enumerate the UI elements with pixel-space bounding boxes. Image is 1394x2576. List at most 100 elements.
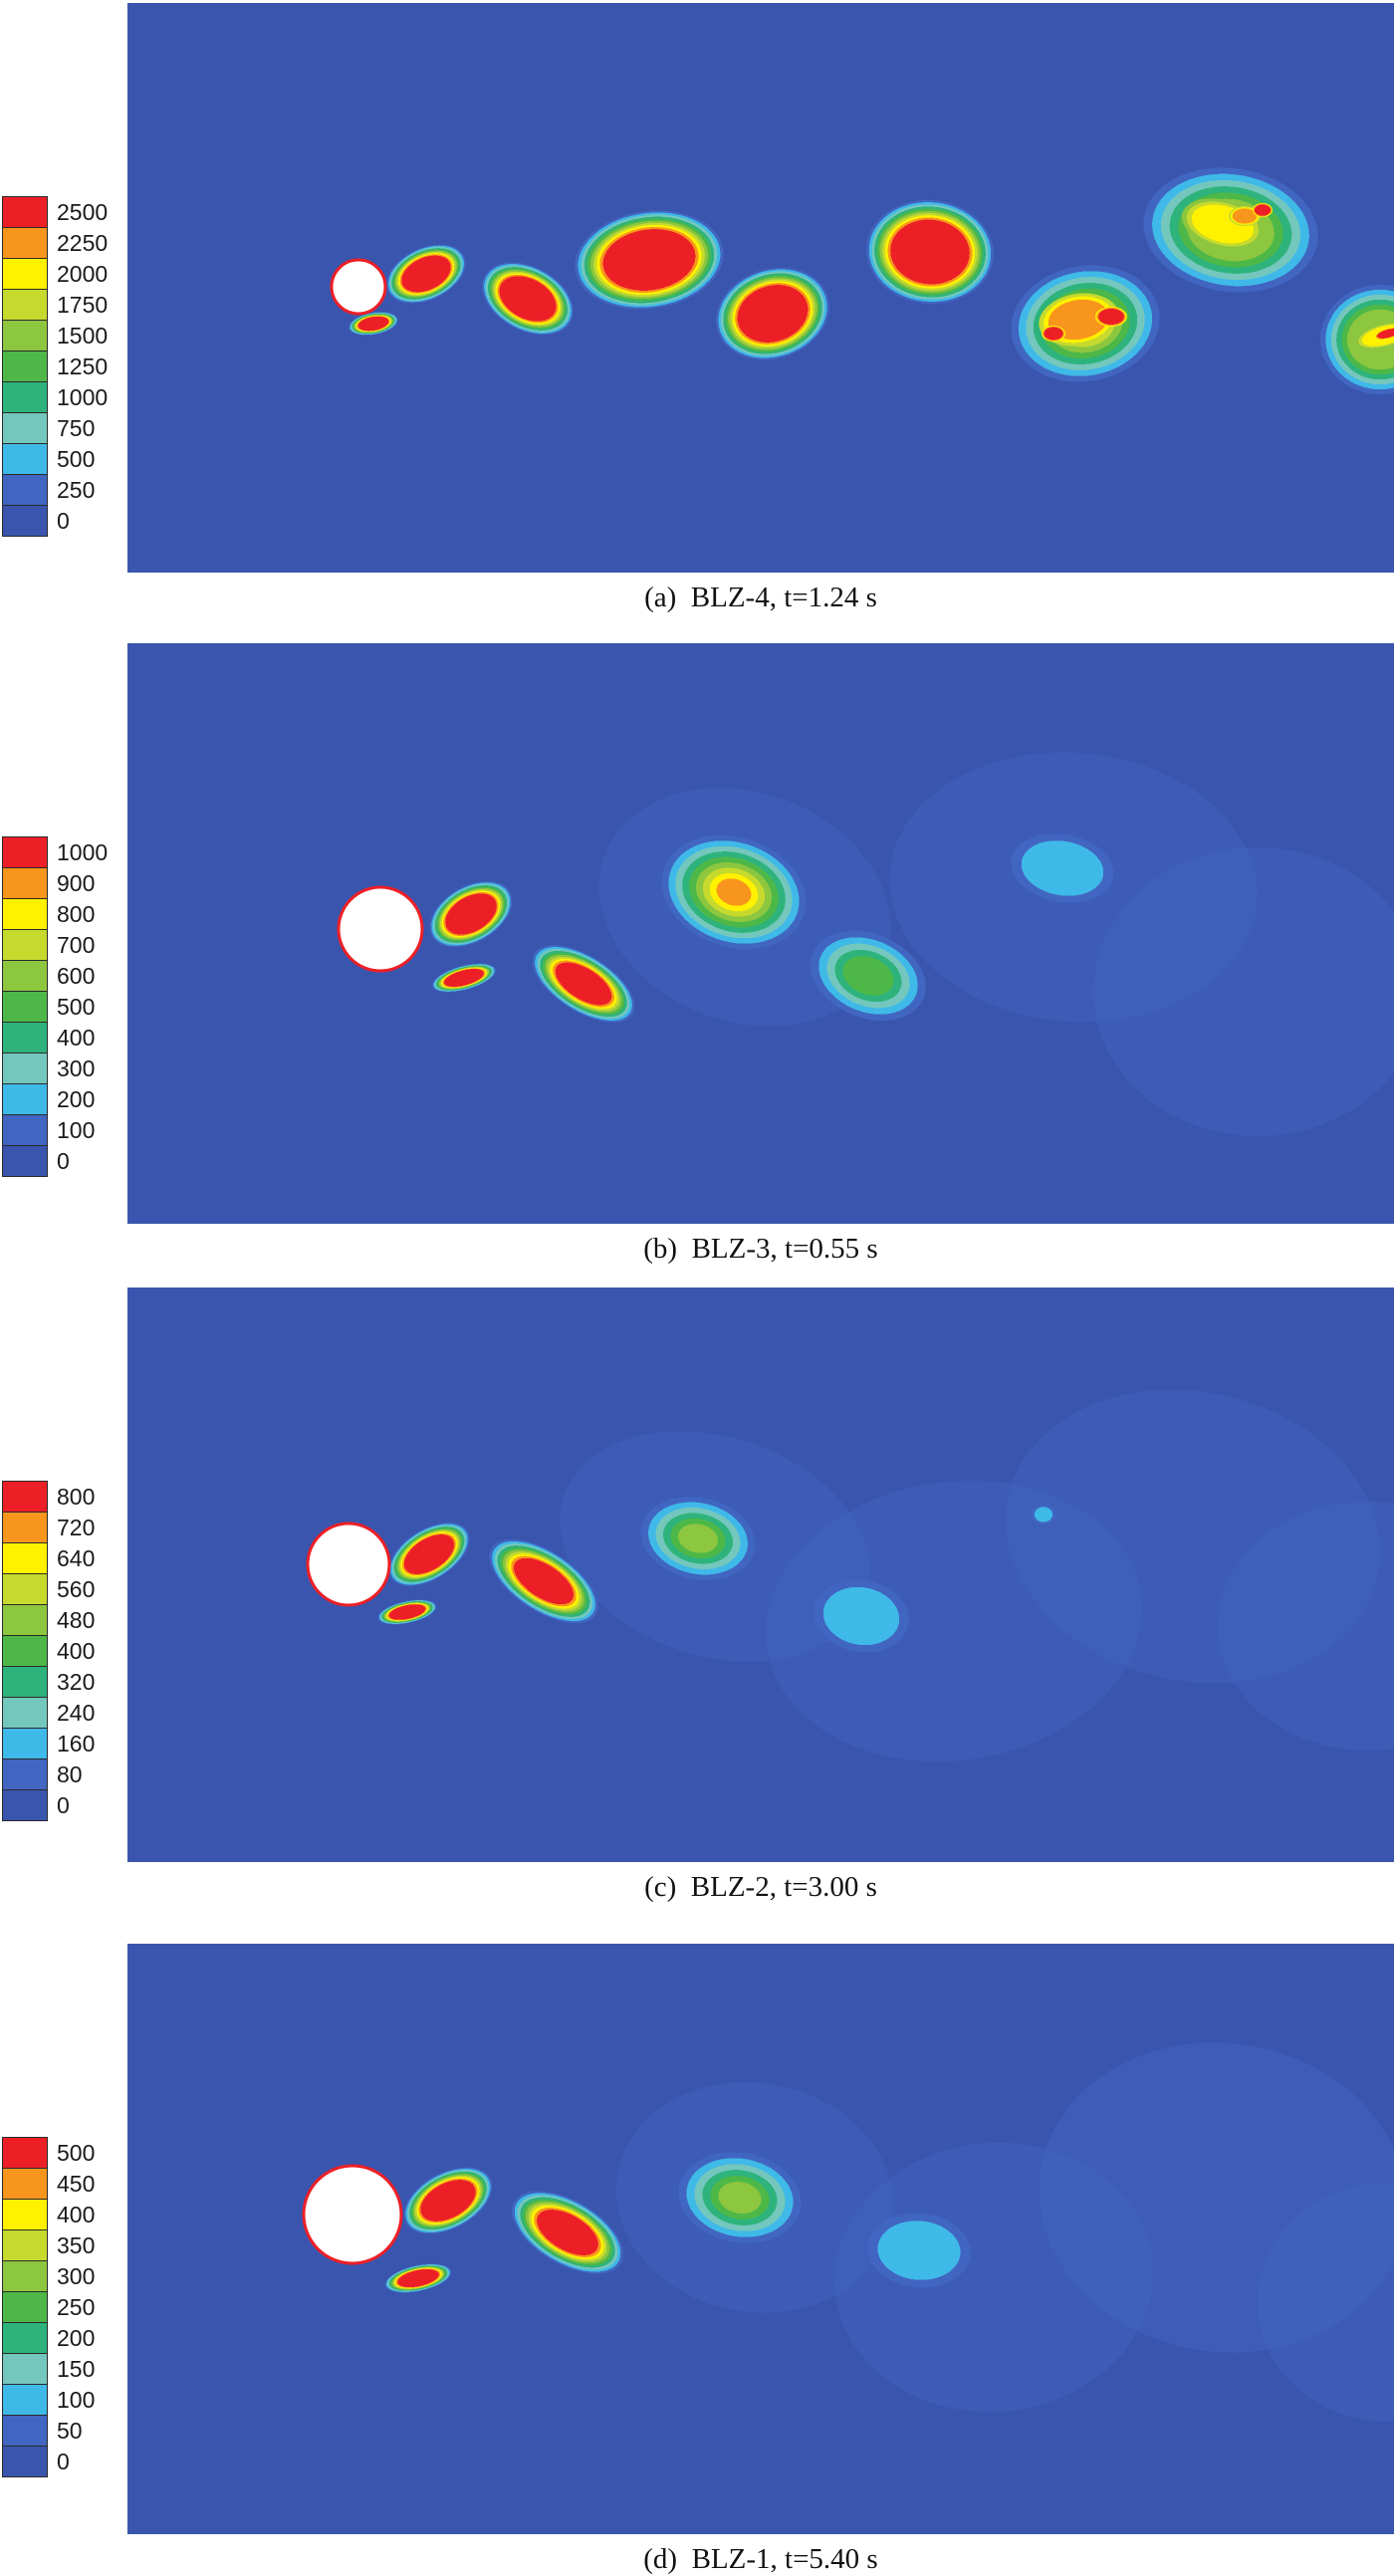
vortex-blob [403,2167,493,2234]
vortex-blob [765,1480,1143,1762]
colorbar-swatch [2,2291,48,2323]
vortex-blob [489,1538,598,1624]
contour-plot-b [127,643,1394,1224]
colorbar-label: 750 [57,414,96,441]
colorbar-swatch [2,1542,48,1574]
colorbar-swatch [2,867,48,899]
vortex-blob [1005,1389,1381,1684]
colorbar-label: 400 [57,2201,96,2227]
colorbar-swatch [2,412,48,444]
colorbar-swatch [2,2384,48,2416]
colorbar-label: 0 [57,507,70,534]
vortex-blob [640,1497,756,1580]
colorbar-row: 200 [2,1083,108,1115]
contour-plot-a [127,3,1394,573]
colorbar-label: 700 [57,931,96,958]
vortex-blob [1374,327,1394,341]
colorbar-swatch [2,1789,48,1821]
vortex-blob [1039,2042,1394,2353]
colorbar-label: 100 [57,2386,96,2413]
colorbar-label: 0 [57,2448,70,2474]
colorbar-swatch [2,836,48,868]
caption-b: (b) BLZ-3, t=0.55 s [643,1233,878,1265]
colorbar-label: 400 [57,1637,96,1664]
colorbar-row: 900 [2,867,108,899]
colorbar-a: 2500 2250 2000 1750 1500 1250 1000 750 500 250 0 [2,196,109,537]
colorbar-row: 500 [2,991,108,1023]
colorbar-swatch [2,1053,48,1084]
colorbar-label: 300 [57,1054,96,1081]
vortex-blob [1032,1505,1055,1524]
colorbar-row: 800 [2,1481,95,1513]
colorbar-label: 160 [57,1730,96,1756]
colorbar-swatch [2,1512,48,1543]
cylinder [330,258,387,316]
colorbar-row: 480 [2,1604,95,1636]
colorbar-row: 1250 [2,351,108,382]
cylinder [302,2164,403,2265]
colorbar-label: 800 [57,1483,96,1510]
colorbar-swatch [2,1145,48,1177]
vortex-blob [813,1579,909,1653]
colorbar-row: 450 [2,2168,95,2200]
vortex-blob [866,199,994,305]
colorbar-swatch [2,1635,48,1667]
cylinder [337,885,424,973]
colorbar-row: 700 [2,929,108,961]
colorbar-swatch [2,2229,48,2261]
colorbar-label: 1500 [57,322,109,349]
colorbar-b: 1000 900 800 700 600 500 400 300 200 100 0 [2,836,108,1177]
colorbar-row: 400 [2,1022,108,1054]
contour-svg-c [127,1288,1394,1862]
colorbar-row: 200 [2,2322,95,2354]
colorbar-label: 2500 [57,198,109,225]
colorbar-row: 300 [2,2260,95,2292]
colorbar-label: 240 [57,1699,96,1726]
vortex-blob [716,267,829,360]
vortex-blob [1042,326,1065,342]
contour-svg-b [127,643,1394,1224]
colorbar-label: 50 [57,2417,83,2444]
colorbar-swatch [2,443,48,475]
panel-a: 2500 2250 2000 1750 1500 1250 1000 750 500 250 0 (… [0,3,1394,613]
colorbar-c: 800 720 640 560 480 400 320 240 160 80 0 [2,1481,96,1821]
contour-svg-d [127,1944,1394,2534]
colorbar-row: 100 [2,1114,108,1146]
vortex-blob [429,880,513,948]
colorbar-row: 300 [2,1053,108,1084]
colorbar-label: 0 [57,1147,70,1174]
caption-c: (c) BLZ-2, t=3.00 s [644,1871,877,1903]
contour-plot-c [127,1288,1394,1862]
vortex-blob [511,2191,624,2274]
colorbar-label: 500 [57,2139,96,2166]
colorbar-swatch [2,2199,48,2230]
cylinder [306,1522,391,1607]
panel-b: 1000 900 800 700 600 500 400 300 200 100 0 (b) BLZ… [0,643,1394,1265]
vortex-blob [532,945,635,1023]
colorbar-label: 800 [57,900,96,927]
colorbar-swatch [2,1573,48,1605]
caption-d: (d) BLZ-1, t=5.40 s [643,2543,878,2575]
colorbar-label: 450 [57,2170,96,2197]
colorbar-swatch [2,258,48,290]
colorbar-label: 640 [57,1544,96,1571]
colorbar-row: 500 [2,2137,95,2169]
colorbar-label: 720 [57,1514,96,1540]
vortex-blob [1093,847,1394,1136]
vortex-blob [1095,307,1127,327]
colorbar-label: 320 [57,1668,96,1695]
colorbar-swatch [2,1114,48,1146]
vortex-blob [1218,1502,1394,1751]
colorbar-swatch [2,2322,48,2354]
colorbar-row: 150 [2,2353,95,2385]
colorbar-label: 300 [57,2262,96,2289]
colorbar-label: 2250 [57,229,109,256]
colorbar-row: 2000 [2,258,108,290]
vortex-blob [678,2152,802,2243]
colorbar-row: 160 [2,1728,95,1759]
vortex-blob [431,963,497,993]
colorbar-row: 500 [2,443,108,475]
colorbar-swatch [2,1481,48,1513]
vortex-blob [575,210,724,310]
